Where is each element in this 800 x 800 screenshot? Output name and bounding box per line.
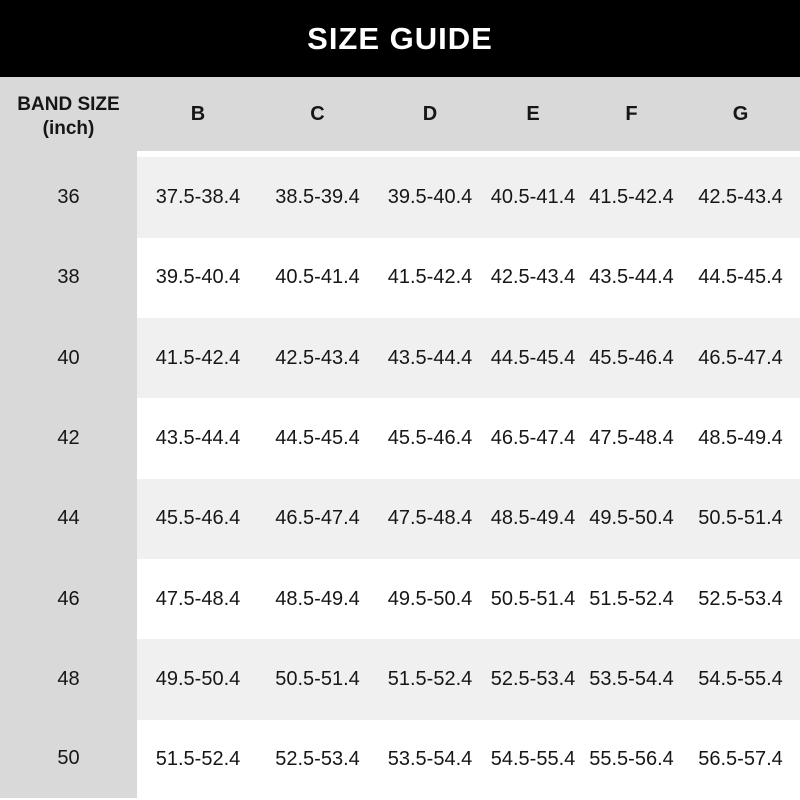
size-range-cell: 48.5-49.4	[681, 398, 800, 479]
band-size-cell: 42	[0, 398, 137, 479]
table-row-band-48: 48 49.5-50.4 50.5-51.4 51.5-52.4 52.5-53…	[0, 639, 800, 720]
cup-column-header-f: F	[582, 77, 681, 158]
size-range-cell: 53.5-54.4	[582, 639, 681, 720]
size-range-cell: 38.5-39.4	[259, 157, 376, 238]
page-title: SIZE GUIDE	[307, 20, 493, 56]
size-range-cell: 40.5-41.4	[484, 157, 582, 238]
cup-column-header-e: E	[484, 77, 582, 158]
size-range-cell: 41.5-42.4	[582, 157, 681, 238]
size-range-cell: 40.5-41.4	[259, 237, 376, 318]
size-table: BAND SIZE (inch) B C D E F G 36 37.5-38.…	[0, 77, 800, 800]
band-size-column-header: BAND SIZE (inch)	[0, 77, 137, 158]
band-size-cell: 50	[0, 719, 137, 800]
band-size-cell: 38	[0, 237, 137, 318]
size-range-cell: 46.5-47.4	[259, 478, 376, 559]
table-row-band-40: 40 41.5-42.4 42.5-43.4 43.5-44.4 44.5-45…	[0, 317, 800, 399]
size-range-cell: 39.5-40.4	[137, 237, 259, 318]
table-row-band-46: 46 47.5-48.4 48.5-49.4 49.5-50.4 50.5-51…	[0, 558, 800, 640]
size-range-cell: 50.5-51.4	[259, 639, 376, 720]
size-range-cell: 50.5-51.4	[484, 558, 582, 640]
band-size-cell: 36	[0, 157, 137, 238]
size-range-cell: 41.5-42.4	[137, 317, 259, 399]
table-row-band-38: 38 39.5-40.4 40.5-41.4 41.5-42.4 42.5-43…	[0, 237, 800, 318]
size-range-cell: 45.5-46.4	[376, 398, 484, 479]
size-range-cell: 53.5-54.4	[376, 719, 484, 800]
size-range-cell: 43.5-44.4	[582, 237, 681, 318]
size-range-cell: 47.5-48.4	[137, 558, 259, 640]
band-size-cell: 40	[0, 317, 137, 399]
size-range-cell: 42.5-43.4	[484, 237, 582, 318]
table-header-row: BAND SIZE (inch) B C D E F G	[0, 77, 800, 158]
size-range-cell: 52.5-53.4	[259, 719, 376, 800]
size-range-cell: 43.5-44.4	[137, 398, 259, 479]
size-range-cell: 50.5-51.4	[681, 478, 800, 559]
size-range-cell: 43.5-44.4	[376, 317, 484, 399]
cup-column-header-g: G	[681, 77, 800, 158]
size-range-cell: 54.5-55.4	[484, 719, 582, 800]
size-range-cell: 49.5-50.4	[137, 639, 259, 720]
size-range-cell: 51.5-52.4	[582, 558, 681, 640]
size-range-cell: 45.5-46.4	[137, 478, 259, 559]
size-range-cell: 54.5-55.4	[681, 639, 800, 720]
size-range-cell: 47.5-48.4	[582, 398, 681, 479]
size-range-cell: 52.5-53.4	[484, 639, 582, 720]
size-range-cell: 49.5-50.4	[376, 558, 484, 640]
cup-column-header-c: C	[259, 77, 376, 158]
size-range-cell: 52.5-53.4	[681, 558, 800, 640]
size-range-cell: 37.5-38.4	[137, 157, 259, 238]
cup-column-header-d: D	[376, 77, 484, 158]
size-range-cell: 51.5-52.4	[137, 719, 259, 800]
size-range-cell: 41.5-42.4	[376, 237, 484, 318]
size-range-cell: 39.5-40.4	[376, 157, 484, 238]
cup-column-header-b: B	[137, 77, 259, 158]
size-range-cell: 48.5-49.4	[484, 478, 582, 559]
size-range-cell: 46.5-47.4	[681, 317, 800, 399]
band-size-cell: 44	[0, 478, 137, 559]
size-range-cell: 47.5-48.4	[376, 478, 484, 559]
size-range-cell: 56.5-57.4	[681, 719, 800, 800]
band-size-header-line1: BAND SIZE	[17, 94, 120, 116]
size-range-cell: 55.5-56.4	[582, 719, 681, 800]
table-row-band-50: 50 51.5-52.4 52.5-53.4 53.5-54.4 54.5-55…	[0, 719, 800, 800]
title-banner: SIZE GUIDE	[0, 0, 800, 77]
size-range-cell: 44.5-45.4	[259, 398, 376, 479]
size-range-cell: 42.5-43.4	[681, 157, 800, 238]
table-row-band-36: 36 37.5-38.4 38.5-39.4 39.5-40.4 40.5-41…	[0, 157, 800, 238]
table-row-band-44: 44 45.5-46.4 46.5-47.4 47.5-48.4 48.5-49…	[0, 478, 800, 559]
size-range-cell: 42.5-43.4	[259, 317, 376, 399]
band-size-cell: 48	[0, 639, 137, 720]
size-range-cell: 51.5-52.4	[376, 639, 484, 720]
size-range-cell: 48.5-49.4	[259, 558, 376, 640]
table-row-band-42: 42 43.5-44.4 44.5-45.4 45.5-46.4 46.5-47…	[0, 398, 800, 479]
size-range-cell: 46.5-47.4	[484, 398, 582, 479]
size-range-cell: 44.5-45.4	[484, 317, 582, 399]
size-range-cell: 44.5-45.4	[681, 237, 800, 318]
size-range-cell: 49.5-50.4	[582, 478, 681, 559]
size-range-cell: 45.5-46.4	[582, 317, 681, 399]
band-size-cell: 46	[0, 558, 137, 640]
band-size-header-line2: (inch)	[42, 118, 95, 140]
